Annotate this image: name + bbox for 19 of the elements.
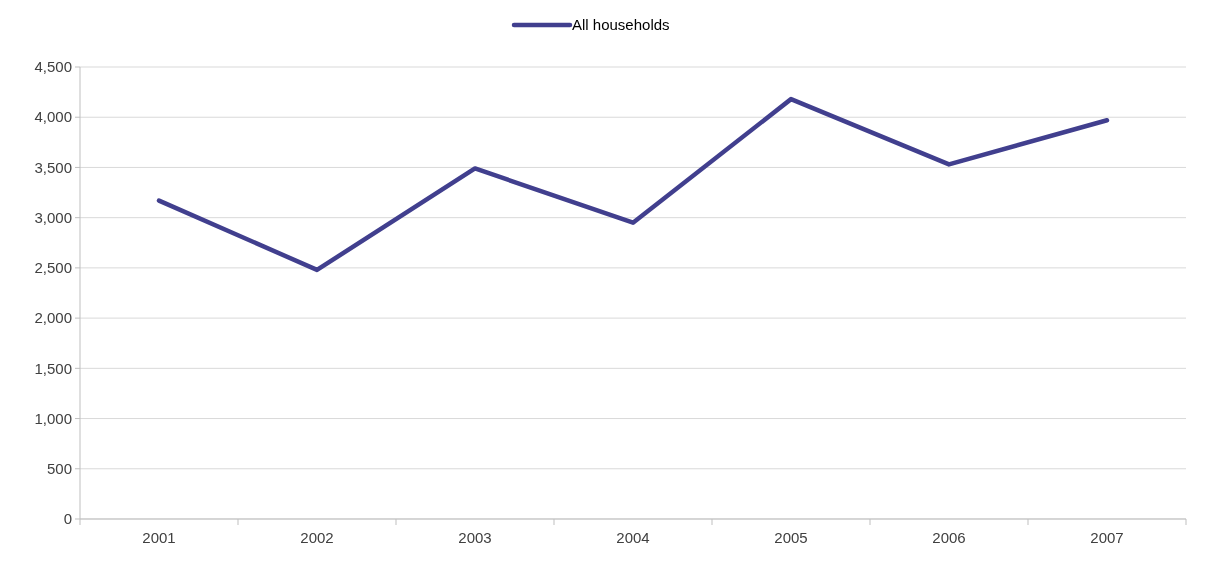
line-series <box>156 96 1110 273</box>
x-tick-label: 2002 <box>300 529 334 546</box>
x-tick-label: 2001 <box>142 529 176 546</box>
legend-label: All households <box>572 16 670 34</box>
y-tick-label: 2,000 <box>34 309 72 327</box>
y-tick-label: 500 <box>46 460 72 478</box>
x-tick-label: 2006 <box>932 529 966 546</box>
y-tick-label: 3,500 <box>34 158 72 176</box>
y-tick-label: 4,000 <box>34 108 72 126</box>
x-tick-label: 2003 <box>458 529 492 546</box>
y-tick-label: 4,500 <box>34 58 72 76</box>
x-tick-label: 2005 <box>774 529 808 546</box>
x-tick-label: 2004 <box>616 529 650 546</box>
y-tick-label: 2,500 <box>34 259 72 277</box>
y-tick-label: 0 <box>63 510 72 528</box>
y-tick-label: 3,000 <box>34 208 72 226</box>
y-tick-label: 1,500 <box>34 359 72 377</box>
x-tick-label: 2007 <box>1090 529 1124 546</box>
y-tick-label: 1,000 <box>34 409 72 427</box>
